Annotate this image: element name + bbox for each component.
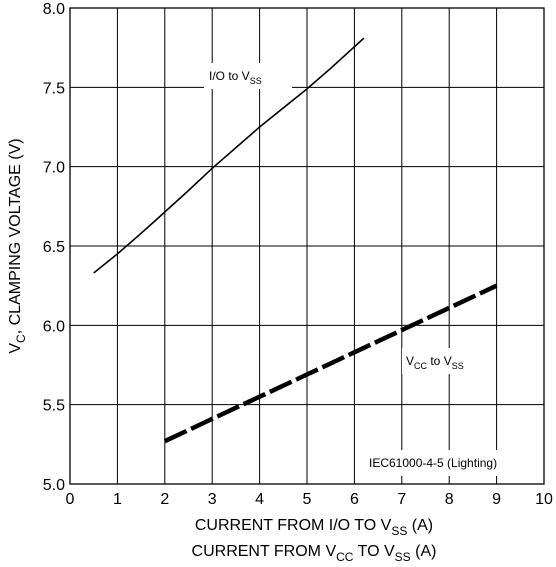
- standard-annotation-bg: [364, 450, 542, 476]
- y-tick-label: 5.0: [43, 477, 65, 494]
- x-tick-label: 1: [113, 491, 122, 508]
- io-to-vss-line: [93, 37, 365, 274]
- y-tick-label: 5.5: [43, 398, 65, 415]
- plot-frame: [69, 7, 545, 485]
- x-axis-title-line2: CURRENT FROM VCC TO VSS (A): [192, 543, 437, 564]
- x-tick-label: 7: [397, 491, 406, 508]
- x-tick-label: 9: [492, 491, 501, 508]
- y-axis-title: VC, CLAMPING VOLTAGE (V): [7, 138, 28, 353]
- series-layer: [93, 37, 498, 444]
- vcc-to-vss-line: [163, 283, 498, 444]
- x-tick-label: 0: [66, 491, 75, 508]
- y-tick-label: 8.0: [43, 1, 65, 18]
- x-tick-label: 4: [255, 491, 264, 508]
- x-tick-label: 5: [303, 491, 312, 508]
- x-tick-label: 3: [208, 491, 217, 508]
- x-axis-title-line1: CURRENT FROM I/O TO VSS (A): [195, 517, 433, 538]
- x-tick-label: 2: [160, 491, 169, 508]
- y-tick-label: 7.5: [43, 80, 65, 97]
- io-series-label-bg: [204, 63, 292, 89]
- vcc-series-label: VCC to VSS: [406, 354, 464, 371]
- vcc-series-label-bg: [402, 348, 492, 374]
- x-tick-label: 8: [445, 491, 454, 508]
- y-tick-label: 6.5: [43, 239, 65, 256]
- io-series-label: I/O to VSS: [209, 69, 262, 86]
- x-axis-tick-labels: 0 1 2 3 4 5 6 7 8 9 10: [66, 491, 553, 508]
- y-tick-label: 6.0: [43, 318, 65, 335]
- y-tick-label: 7.0: [43, 160, 65, 177]
- x-tick-label: 6: [350, 491, 359, 508]
- x-tick-label: 10: [535, 491, 553, 508]
- y-axis-tick-labels: 5.0 5.5 6.0 6.5 7.0 7.5 8.0: [43, 1, 65, 494]
- standard-annotation: IEC61000-4-5 (Lighting): [369, 456, 497, 470]
